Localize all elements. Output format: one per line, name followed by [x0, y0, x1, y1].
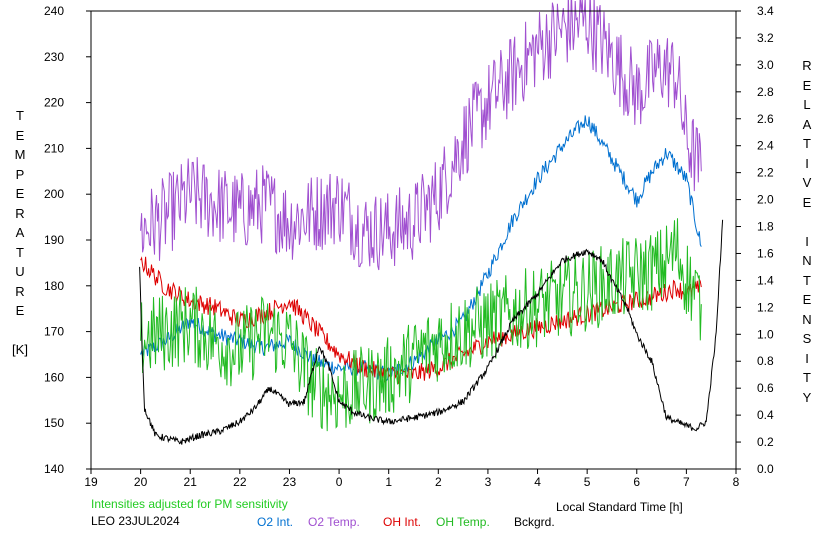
y-right-tick-label: 2.2: [757, 166, 774, 180]
series-o2-temp: [140, 0, 702, 271]
x-tick-label: 2: [435, 475, 442, 489]
axis-title-letter: V: [802, 175, 812, 190]
y-right-tick-label: 0.4: [757, 408, 774, 422]
axis-title-letter: I: [805, 233, 809, 249]
sensitivity-note: Intensities adjusted for PM sensitivity: [91, 497, 288, 511]
y-right-tick-label: 2.8: [757, 85, 774, 99]
axis-title-letter: M: [14, 147, 26, 162]
axis-title-letter: E: [802, 292, 812, 307]
axis-title-letter: R: [15, 283, 25, 299]
axis-title-letter: A: [15, 225, 25, 240]
series-oh-temp: [140, 218, 702, 432]
x-tick-label: 22: [233, 475, 247, 489]
axis-title-letter: [10, 321, 30, 341]
axis-title-letter: A: [802, 116, 812, 132]
y-right-tick-label: 1.0: [757, 327, 774, 341]
x-tick-label: 20: [134, 475, 148, 489]
y-right-tick-label: 0.8: [757, 354, 774, 368]
series-layer: [139, 0, 724, 445]
axis-title-letter: R: [15, 205, 25, 221]
legend-o2-temp: O2 Temp.: [308, 515, 360, 529]
legend-oh-int: OH Int.: [383, 515, 422, 529]
x-tick-label: 7: [683, 475, 690, 489]
y-left-tick-label: 220: [44, 96, 64, 110]
axis-title-letter: T: [803, 136, 811, 151]
y-left-tick-label: 240: [44, 4, 64, 18]
axis-title-letter: E: [802, 194, 812, 210]
x-tick-label: 21: [184, 475, 198, 489]
y-right-tick-label: 2.0: [757, 193, 774, 207]
x-tick-label: 19: [84, 475, 98, 489]
x-axis-title: Local Standard Time [h]: [556, 500, 683, 514]
axis-title-letter: S: [802, 331, 812, 346]
y-left-tick-label: 160: [44, 370, 64, 384]
axis-title-letter: R: [802, 58, 812, 73]
y-right-tick-label: 3.2: [757, 31, 774, 45]
axis-title-letter: I: [805, 350, 809, 366]
y-left-tick-label: 140: [44, 462, 64, 476]
x-tick-label: 1: [385, 475, 392, 489]
axis-title-letter: P: [15, 166, 25, 182]
y-right-tick-label: 1.8: [757, 220, 774, 234]
series-oh-int: [140, 256, 702, 385]
axis-title-letter: T: [803, 272, 811, 288]
axis-title-letter: E: [15, 186, 25, 201]
axis-title-letter: [K]: [12, 342, 28, 357]
y-right-tick-label: 1.6: [757, 246, 774, 260]
axis-title-letter: Y: [802, 389, 812, 405]
axis-title-letter: L: [803, 97, 811, 112]
x-tick-label: 8: [733, 475, 740, 489]
y-right-tick-label: 0.2: [757, 435, 774, 449]
axis-title-letter: T: [16, 244, 24, 260]
x-tick-label: 4: [534, 475, 541, 489]
y-left-tick-label: 230: [44, 50, 64, 64]
axis-title-letter: I: [805, 155, 809, 171]
axis-title-letter: N: [802, 253, 812, 268]
axes-layer: 19 20 21 22 23 0 1 2 3 4 5 6 7 8240230220210200190180…: [44, 4, 774, 489]
y-left-tick-label: 190: [44, 233, 64, 247]
axis-title-letter: T: [803, 370, 811, 385]
y-right-tick-label: 1.4: [757, 273, 774, 287]
axis-title-letter: E: [802, 77, 812, 93]
y-left-tick-label: 170: [44, 325, 64, 339]
x-tick-label: 6: [633, 475, 640, 489]
y-right-tick-label: 2.4: [757, 139, 774, 153]
y-left-tick-label: 200: [44, 187, 64, 201]
legend-oh-temp: OH Temp.: [436, 515, 490, 529]
y-right-tick-label: 3.0: [757, 58, 774, 72]
axis-title-letter: T: [16, 108, 24, 123]
y-right-tick-label: 0.6: [757, 381, 774, 395]
x-tick-label: 3: [485, 475, 492, 489]
legend-bckgrd: Bckgrd.: [514, 515, 555, 529]
legend-o2-int: O2 Int.: [257, 515, 294, 529]
y-right-tick-label: 2.6: [757, 112, 774, 126]
axis-title-letter: [797, 212, 817, 232]
x-tick-label: 23: [283, 475, 297, 489]
axis-title-letter: E: [15, 127, 25, 143]
y-right-tick-label: 0.0: [757, 462, 774, 476]
y-left-tick-label: 180: [44, 279, 64, 293]
axis-title-letter: E: [15, 303, 25, 318]
axis-title-letter: N: [802, 311, 812, 327]
y-right-tick-label: 1.2: [757, 300, 774, 314]
y-left-tick-label: 150: [44, 416, 64, 430]
x-tick-label: 5: [584, 475, 591, 489]
axis-title-letter: U: [15, 264, 25, 279]
x-tick-label: 0: [336, 475, 343, 489]
station-date: LEO 23JUL2024: [91, 514, 180, 528]
series-bckgrd: [139, 219, 724, 445]
y-right-tick-label: 3.4: [757, 4, 774, 18]
y-left-tick-label: 210: [44, 141, 64, 155]
